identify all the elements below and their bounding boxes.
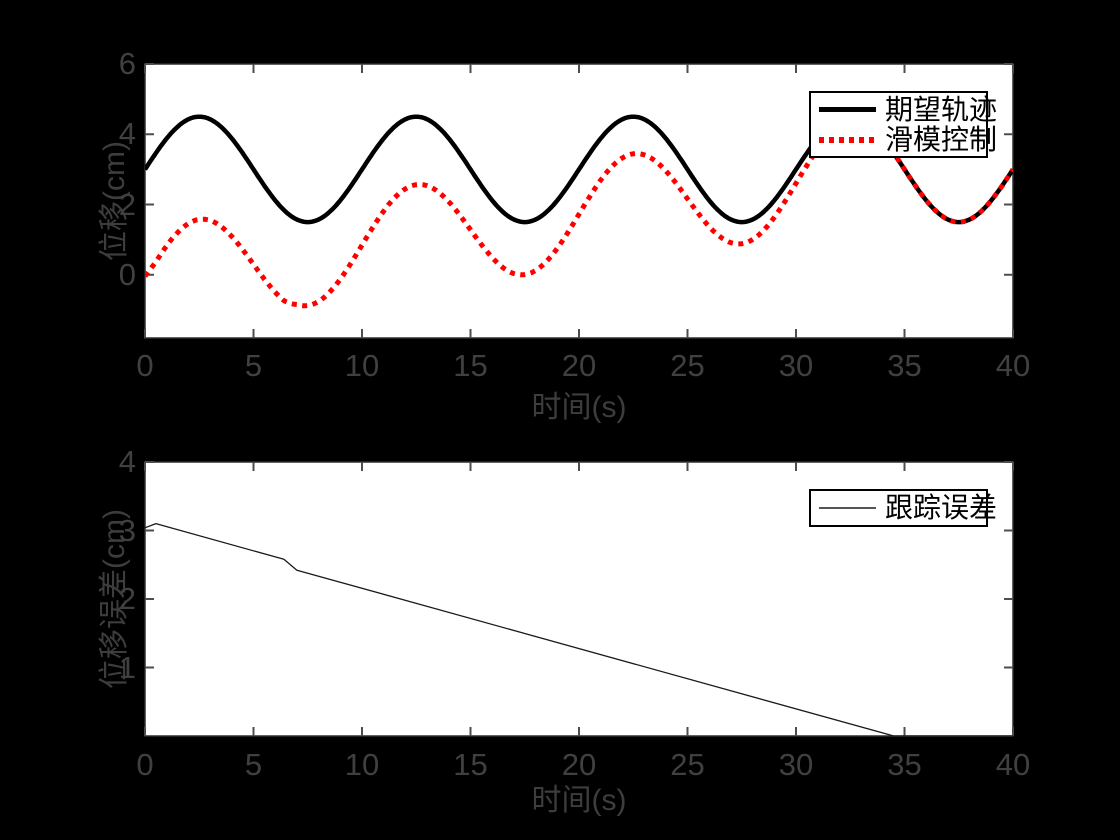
legend-item: 滑模控制	[819, 124, 997, 155]
y-tick-label: 2	[118, 581, 136, 616]
y-tick-label: 1	[118, 649, 136, 685]
x-tick-label: 40	[995, 747, 1031, 782]
x-tick-label: 30	[778, 348, 814, 383]
legend-item: 期望轨迹	[819, 94, 997, 125]
x-tick-label: 10	[344, 348, 380, 383]
x-tick-label: 30	[778, 747, 814, 782]
x-axis-label-time-bottom: 时间(s)	[531, 784, 627, 817]
x-tick-label: 20	[561, 747, 597, 782]
x-tick-label: 35	[887, 747, 922, 782]
legend-displacement: 期望轨迹 滑模控制	[809, 91, 997, 158]
x-tick-label: 25	[670, 348, 705, 383]
x-tick-label: 40	[995, 348, 1031, 383]
tracking-error-curve	[145, 522, 1013, 736]
y-tick-label: 4	[118, 444, 136, 479]
x-tick-label: 0	[136, 747, 154, 782]
x-tick-label: 0	[136, 348, 154, 383]
x-tick-label: 10	[344, 747, 380, 782]
solid-line-sample	[819, 107, 876, 112]
y-tick-label: 3	[118, 512, 136, 548]
y-tick-label: 2	[118, 186, 136, 222]
solid-line-sample	[819, 507, 876, 509]
legend-label: 滑模控制	[885, 123, 998, 155]
legend-tracking-error: 跟踪误差	[809, 489, 997, 527]
legend-item: 跟踪误差	[819, 493, 997, 523]
x-tick-label: 35	[887, 348, 922, 383]
y-tick-label: 4	[118, 116, 136, 152]
x-tick-label: 15	[453, 348, 488, 383]
legend-label: 跟踪误差	[885, 492, 998, 523]
x-tick-label: 15	[453, 747, 488, 782]
x-tick-label: 5	[244, 348, 263, 383]
x-tick-label: 25	[670, 747, 705, 782]
y-tick-label: 0	[118, 256, 136, 292]
x-tick-label: 20	[561, 348, 597, 383]
legend-label: 期望轨迹	[885, 93, 998, 125]
x-axis-label-time-top: 时间(s)	[531, 391, 627, 424]
x-tick-label: 5	[244, 747, 263, 782]
dotted-line-sample	[819, 136, 876, 143]
y-tick-label: 6	[118, 46, 136, 81]
